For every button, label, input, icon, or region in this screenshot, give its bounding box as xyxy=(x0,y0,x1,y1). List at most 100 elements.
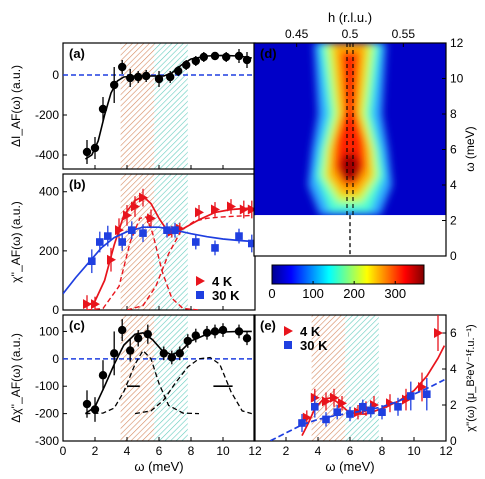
x-tick-label: 6 xyxy=(156,444,163,458)
component-fit-dashed xyxy=(134,356,252,415)
panel-label: (e) xyxy=(260,318,276,333)
data-point xyxy=(147,213,156,224)
y-axis-label: χ''_AF(ω) (a.u.) xyxy=(9,201,23,283)
data-point xyxy=(182,60,191,70)
x-tick-label: 6 xyxy=(347,444,354,458)
panel-e: 0 2 4 6 2 4 6 8 10 12 (e) 4 K30 K χ''(ω) (μ_B²eV⁻¹f.… xyxy=(253,314,477,474)
data-point xyxy=(118,238,126,246)
teal-shaded-band xyxy=(345,315,379,441)
y-axis-label: Δχ''_AF(ω) (a.u.) xyxy=(9,333,23,423)
data-point xyxy=(123,210,132,221)
data-point xyxy=(90,405,100,414)
x-axis-label: ω (meV) xyxy=(325,459,374,474)
plot-area xyxy=(63,188,255,310)
data-point xyxy=(142,71,151,81)
y-tick-label: 0 xyxy=(450,434,457,448)
y-tick-label: -400 xyxy=(35,148,59,162)
data-point xyxy=(322,415,330,424)
plot-area xyxy=(82,319,252,422)
panel-label: (a) xyxy=(69,46,85,61)
data-point xyxy=(423,390,431,398)
y-axis-label: χ''(ω) (μ_B²eV⁻¹f.u.⁻¹) xyxy=(465,324,477,431)
data-point xyxy=(110,349,119,358)
x-tick-label: 10 xyxy=(407,444,421,458)
x-axis-label: ω (meV) xyxy=(134,459,183,474)
data-point xyxy=(248,239,255,248)
data-point xyxy=(242,334,252,343)
heatmap-intensity xyxy=(308,43,392,216)
data-point xyxy=(378,408,386,416)
data-point xyxy=(139,229,147,237)
data-point xyxy=(90,143,100,153)
data-point xyxy=(195,207,204,218)
data-point xyxy=(98,371,108,380)
data-point xyxy=(83,299,92,310)
data-point xyxy=(143,329,152,339)
panel-a: -400 -200 0 (a) ΔI_AF(ω) (a.u.) xyxy=(9,42,256,170)
shading-bands-b xyxy=(120,174,188,310)
data-point xyxy=(91,299,100,310)
red-shaded-band xyxy=(120,43,155,169)
plot-area xyxy=(82,49,252,164)
x-tick-label: 0.55 xyxy=(392,27,416,41)
data-point xyxy=(191,56,200,66)
data-point xyxy=(134,72,143,82)
data-point xyxy=(134,334,143,343)
data-point xyxy=(126,346,135,355)
component-fit-dashed xyxy=(86,216,200,310)
data-point xyxy=(227,201,236,212)
x-tick-label: 8 xyxy=(379,444,386,458)
data-point xyxy=(88,257,96,266)
data-point xyxy=(394,403,402,411)
teal-shaded-band xyxy=(154,174,188,310)
panel-d: 0.45 0.5 0.55 h (r.l.u.) 0 2 4 6 8 10 12 ω (meV) (d)… xyxy=(253,10,477,301)
data-point xyxy=(346,410,354,418)
data-point xyxy=(104,232,112,240)
data-point xyxy=(115,225,124,236)
y-tick-label: -200 xyxy=(35,108,59,122)
data-point xyxy=(82,399,92,409)
colorbar-tick-label: 200 xyxy=(343,286,365,301)
data-point xyxy=(222,52,231,62)
x-tick-label: 2 xyxy=(92,444,99,458)
colorbar: 0 100 200 300 xyxy=(268,264,425,301)
data-point xyxy=(234,327,244,336)
y-tick-label: 200 xyxy=(39,244,59,258)
data-point xyxy=(202,328,212,338)
intensity-layer xyxy=(334,51,366,186)
legend-label-4k: 4 K xyxy=(300,324,321,339)
y-tick-label: -200 xyxy=(35,407,59,421)
x-tick-label: 2 xyxy=(283,444,290,458)
legend-marker-30k xyxy=(196,291,204,299)
data-point xyxy=(210,51,220,61)
red-shaded-band xyxy=(120,174,155,310)
y-tick-label: -100 xyxy=(35,379,59,393)
x-axis-label-top: h (r.l.u.) xyxy=(328,10,372,25)
y-tick-label: 0 xyxy=(52,68,59,82)
data-point xyxy=(118,325,127,335)
data-point xyxy=(154,74,164,84)
x-tick-label: 0.45 xyxy=(285,27,309,41)
data-point xyxy=(434,328,443,338)
no-data-area xyxy=(254,215,446,256)
panel-label: (b) xyxy=(69,177,86,192)
data-point xyxy=(247,204,255,215)
y-tick-label: 2 xyxy=(450,214,457,228)
data-point xyxy=(211,204,220,215)
panel-c: -300 -200 -100 0 100 0 2 4 6 8 10 12 (c) Δχ''_AF(ω) (… xyxy=(9,314,262,474)
x-tick-label: 10 xyxy=(216,444,230,458)
data-point xyxy=(171,226,179,234)
data-point xyxy=(126,73,135,83)
data-point xyxy=(359,403,367,411)
data-point xyxy=(402,394,411,405)
data-point xyxy=(239,204,249,215)
panel-label: (c) xyxy=(69,318,85,333)
x-tick-label: 12 xyxy=(248,444,262,458)
component-fit-dashed xyxy=(126,214,252,310)
data-point xyxy=(407,392,415,400)
data-point xyxy=(82,147,92,157)
panel-label: (d) xyxy=(260,46,277,61)
data-point xyxy=(175,349,184,358)
data-point xyxy=(218,325,228,335)
